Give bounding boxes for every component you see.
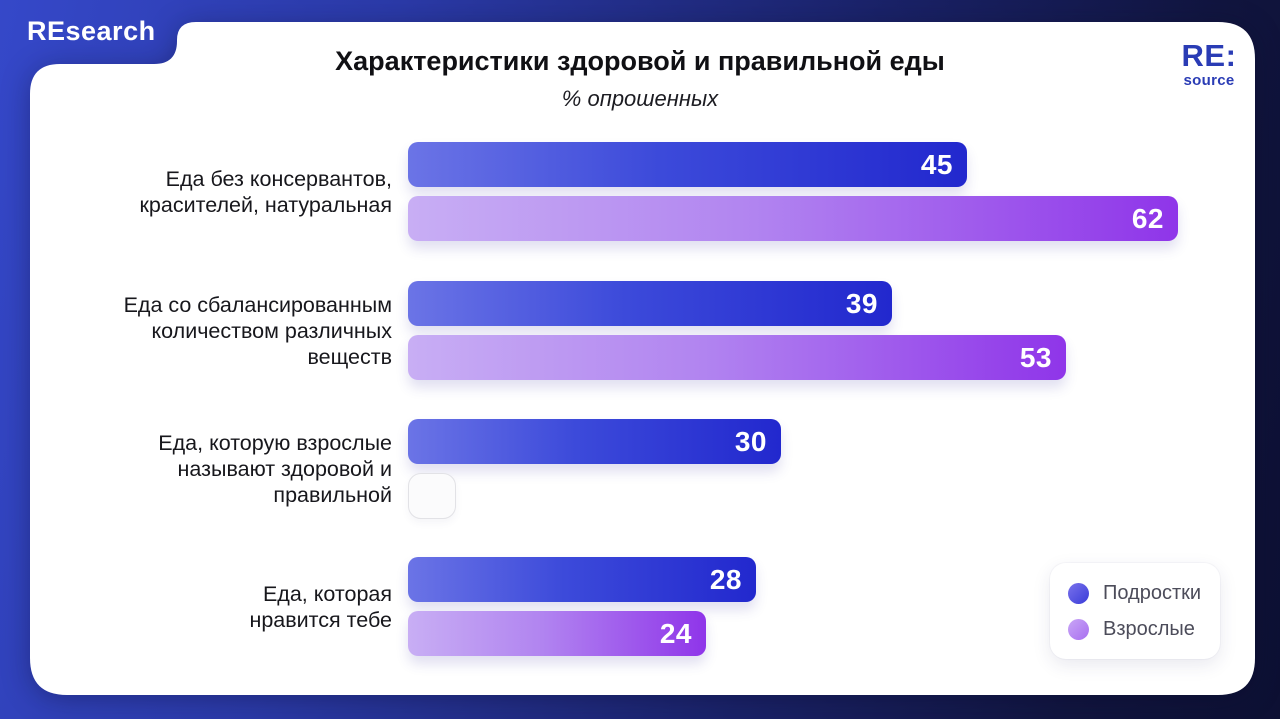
bar-value-label: 53 xyxy=(1019,341,1052,373)
missing-value-box xyxy=(408,473,456,519)
bar-value-label: 28 xyxy=(709,563,742,595)
category-label-line: правильной xyxy=(273,483,392,508)
category-label: Еда со сбалансированным количеством разли… xyxy=(80,281,392,381)
bar-teenagers: 45 xyxy=(408,142,967,187)
bar-teenagers: 28 xyxy=(408,557,756,602)
category-label-line: Еда со сбалансированным xyxy=(123,292,392,317)
bar-value-label: 30 xyxy=(734,425,767,457)
category-label-line: Еда без консервантов, xyxy=(165,166,392,191)
bar-value-label: 39 xyxy=(845,287,878,319)
legend-dot-adults-icon xyxy=(1068,618,1089,640)
category-label-line: называют здоровой и xyxy=(177,456,392,481)
bar-adults: 53 xyxy=(408,335,1066,380)
bar-teenagers: 39 xyxy=(408,281,892,326)
brand-logo-resource-line1: RE: xyxy=(1181,38,1237,73)
legend-item-adults: Взрослые xyxy=(1068,618,1220,641)
bar-value-label: 45 xyxy=(920,148,953,180)
bar-adults: 24 xyxy=(408,611,706,656)
bar-value-label: 62 xyxy=(1131,202,1164,234)
brand-logo-resource: RE: source xyxy=(1178,40,1240,89)
bar-teenagers: 30 xyxy=(408,419,781,464)
category-label: Еда, которая нравится тебе xyxy=(80,557,392,657)
chart-subtitle: % опрошенных xyxy=(561,86,719,111)
bar-value-label: 24 xyxy=(659,617,692,649)
legend-item-teenagers: Подростки xyxy=(1068,582,1220,605)
brand-logo-research: REsearch xyxy=(27,16,156,46)
chart-legend: Подростки Взрослые xyxy=(1050,563,1220,659)
category-label-line: количеством различных xyxy=(151,318,392,343)
category-label-line: красителей, натуральная xyxy=(139,193,392,217)
category-label: Еда, которую взрослые называют здоровой и… xyxy=(80,419,392,519)
category-label-line: Еда, которая xyxy=(262,581,392,606)
category-label-line: нравится тебе xyxy=(249,608,392,632)
legend-label-teenagers: Подростки xyxy=(1103,581,1202,604)
category-label-line: Еда, которую взрослые xyxy=(158,430,392,455)
legend-dot-teenagers-icon xyxy=(1068,582,1089,604)
bar-adults: 62 xyxy=(408,196,1178,241)
brand-logo-resource-line2: source xyxy=(1183,72,1235,89)
category-label-line: веществ xyxy=(307,345,392,370)
legend-label-adults: Взрослые xyxy=(1103,617,1195,640)
category-label: Еда без консервантов, красителей, натурал… xyxy=(80,142,392,242)
chart-title: Характеристики здоровой и правильной еды xyxy=(335,46,945,76)
